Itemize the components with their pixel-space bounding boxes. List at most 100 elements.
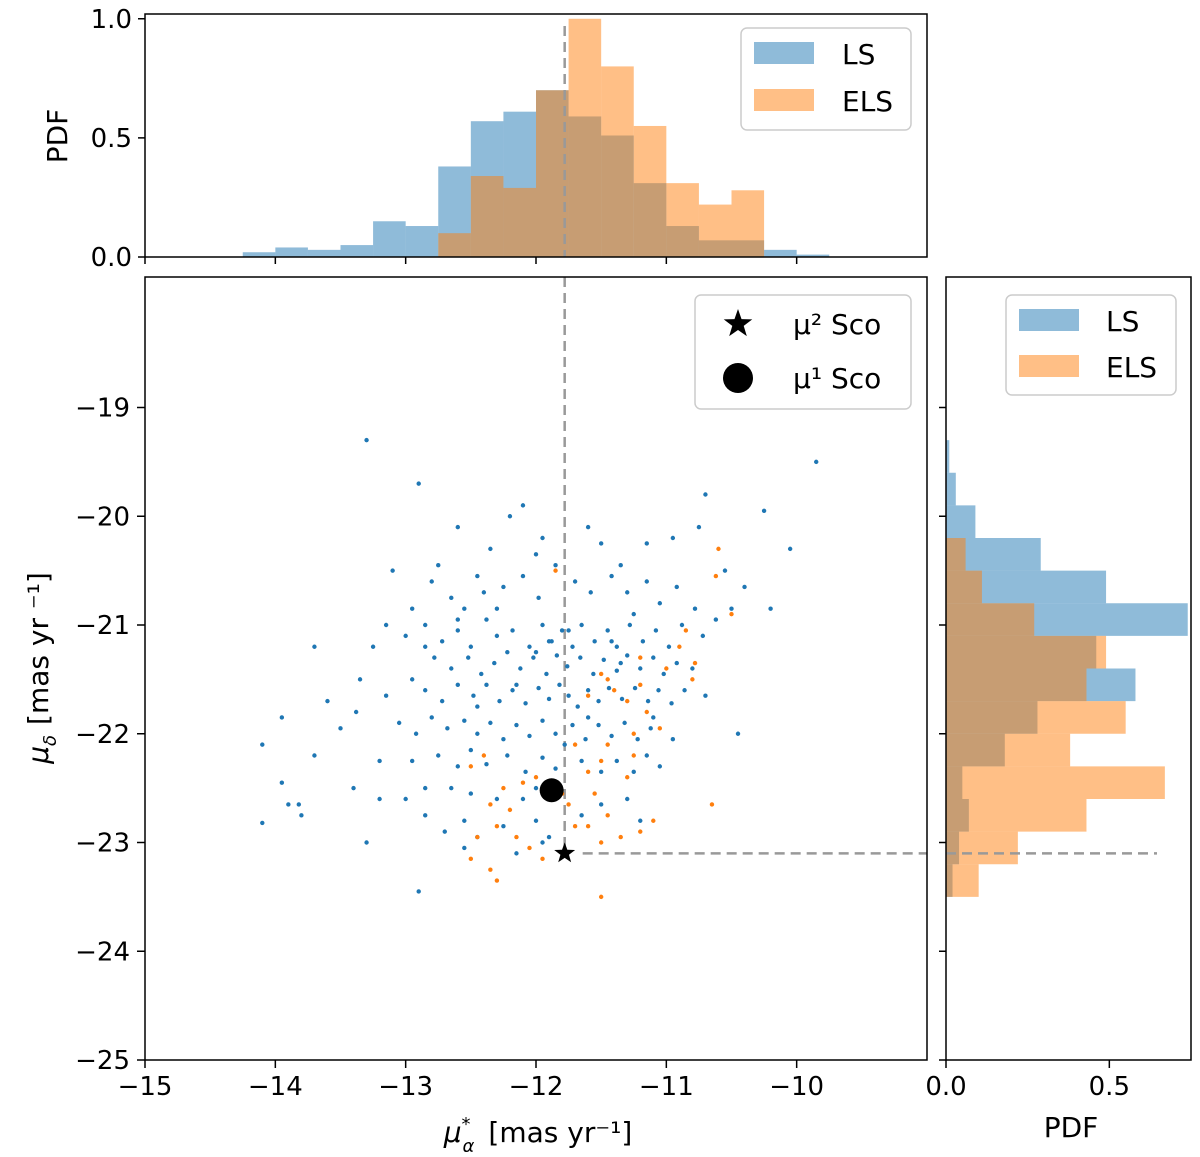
ls-point [562, 742, 567, 747]
right-hist-bar-els [946, 538, 966, 571]
main-scatter: −15 −14 −13 −12 −11 −10 −25 −24 −23 −22 −21 −20 −19… [22, 276, 928, 1157]
ls-point [625, 590, 630, 595]
top-hist-bar-els [568, 18, 602, 257]
ls-point [286, 802, 291, 807]
ls-point [572, 579, 578, 584]
legend-circle-icon [723, 363, 753, 393]
els-point [729, 611, 734, 617]
ls-point [260, 742, 265, 747]
top-hist-bar-els [633, 125, 667, 258]
ls-point [690, 666, 695, 671]
main-ylabel: μδ[mas yr ⁻¹] [22, 572, 61, 765]
right-xtick-label: 0.0 [925, 1072, 966, 1102]
els-point [520, 780, 526, 785]
ls-point [423, 622, 428, 628]
els-point [664, 666, 669, 671]
ls-point [598, 769, 604, 775]
ls-point [559, 628, 565, 633]
ls-point [466, 655, 471, 660]
els-point [644, 709, 649, 715]
right-hist-bar-els [946, 668, 1087, 702]
els-point [468, 764, 474, 769]
ls-point [423, 813, 428, 818]
ls-point [578, 655, 583, 660]
els-point [677, 644, 682, 649]
right-legend: LS ELS [1005, 294, 1177, 396]
main-xtick-label: −13 [378, 1072, 433, 1102]
top-hist-bar-ls [796, 254, 830, 257]
ls-point [462, 845, 467, 851]
ls-point [585, 524, 591, 530]
right-hist-bar-els [946, 799, 1087, 832]
ls-point [429, 715, 434, 720]
ls-point [533, 818, 539, 823]
top-hist-bar-els [503, 187, 536, 257]
ls-point [579, 813, 584, 818]
main-ytick-label: −23 [75, 829, 130, 859]
ls-point [455, 524, 460, 530]
ls-point [520, 796, 526, 802]
ls-point [351, 785, 356, 791]
ls-point [619, 696, 625, 702]
ls-point [570, 722, 575, 728]
ls-point [312, 753, 317, 758]
els-point [488, 802, 493, 807]
els-point [709, 802, 715, 807]
main-xtick-label: −15 [118, 1072, 173, 1102]
ls-point [432, 655, 437, 660]
right-hist-bar-els [946, 864, 979, 897]
ls-point [462, 606, 467, 611]
ls-point [536, 685, 541, 691]
els-point [468, 856, 474, 862]
els-point [572, 742, 578, 747]
ls-point [614, 758, 620, 764]
ls-point [449, 595, 454, 601]
right-hist-bar-els [946, 603, 1035, 636]
main-xtick-label: −10 [769, 1072, 824, 1102]
ls-point [631, 611, 636, 617]
ls-point [575, 704, 580, 709]
main-legend: μ² Sco μ¹ Sco [694, 294, 912, 410]
top-ytick-label: 0.5 [91, 124, 132, 154]
right-hist-bar-els [946, 570, 982, 604]
ls-point [507, 514, 513, 519]
ls-point [325, 698, 330, 704]
els-point [638, 655, 643, 660]
ls-point [644, 579, 649, 584]
els-point [572, 823, 578, 829]
els-point [690, 677, 695, 682]
ls-point [609, 733, 614, 739]
top-hist-bar-els [666, 183, 699, 257]
ls-point [338, 726, 343, 731]
ls-point [635, 736, 640, 742]
top-hist-bar-ls [307, 249, 341, 257]
ls-point [299, 813, 304, 818]
right-hist-bar-els [946, 701, 1126, 734]
right-xlabel: PDF [1044, 1111, 1099, 1144]
right-histogram-frame [945, 276, 1192, 1061]
ls-point [468, 644, 474, 649]
ls-point [475, 573, 480, 579]
ls-point [445, 726, 450, 731]
right-hist-bar-els [946, 831, 1018, 865]
ls-point [761, 508, 767, 514]
ls-point [423, 688, 428, 693]
ls-point [553, 562, 558, 568]
ls-point [279, 715, 285, 720]
ls-point [520, 573, 526, 579]
ls-point [523, 769, 528, 775]
ls-point [742, 584, 747, 590]
ls-point [409, 758, 415, 764]
ls-point [527, 733, 532, 739]
ls-point [729, 606, 734, 611]
ls-point [364, 437, 369, 443]
ls-point [533, 552, 539, 557]
main-ytick-label: −25 [75, 1046, 130, 1076]
els-point [683, 628, 689, 633]
ls-point [700, 633, 706, 639]
ls-point [674, 584, 679, 590]
ls-point [696, 524, 702, 530]
ls-point [553, 731, 558, 736]
ls-point [409, 606, 415, 611]
